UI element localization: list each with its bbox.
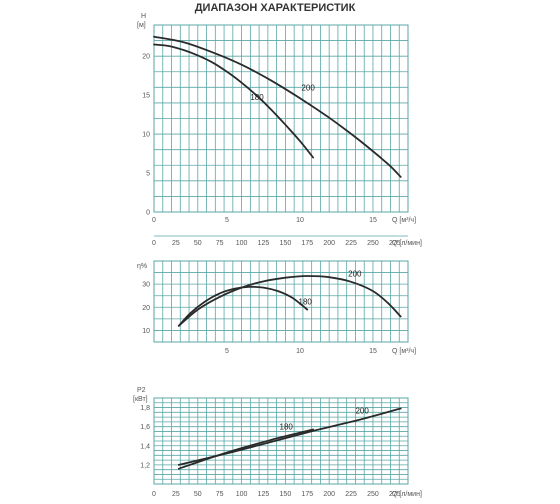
power-y-tick-label: 1,6 bbox=[140, 424, 150, 431]
power-y-tick-labels: 1,2 1,4 1,6 1,8 bbox=[140, 405, 150, 469]
power-curve-200 bbox=[177, 407, 402, 466]
head-y-tick-labels: 0 5 10 15 20 bbox=[142, 54, 150, 217]
power-x-unit: Q [л/мин] bbox=[392, 491, 422, 498]
power-x-tick-label: 275 bbox=[389, 491, 401, 498]
head-x2-unit: Q [л/мин] bbox=[392, 240, 422, 247]
power-x-tick-label: 25 bbox=[172, 491, 180, 498]
efficiency-x-tick-label: 15 bbox=[369, 348, 377, 355]
power-x-tick-label: 0 bbox=[152, 491, 156, 498]
efficiency-y-tick-label: 20 bbox=[142, 305, 150, 312]
head-x2-tick-label: 100 bbox=[236, 240, 248, 247]
head-x2-tick-label: 25 bbox=[172, 240, 180, 247]
head-x2-tick-labels: 0 25 50 75 100 125 150 175 200 225 250 275 bbox=[152, 235, 408, 247]
head-x2-tick-label: 75 bbox=[216, 240, 224, 247]
head-y-tick-label: 0 bbox=[146, 210, 150, 217]
head-x2-tick-label: 175 bbox=[301, 240, 313, 247]
power-x-tick-label: 125 bbox=[258, 491, 270, 498]
head-grid bbox=[153, 24, 409, 213]
efficiency-curves bbox=[177, 275, 402, 327]
head-series-label-200: 200 bbox=[301, 83, 315, 92]
page-title: ДИАПАЗОН ХАРАКТЕРИСТИК bbox=[195, 2, 356, 14]
head-x2-tick-label: 0 bbox=[152, 240, 156, 247]
power-x-tick-label: 225 bbox=[345, 491, 357, 498]
head-x-tick-label: 10 bbox=[296, 217, 304, 224]
efficiency-x-tick-label: 10 bbox=[296, 348, 304, 355]
head-x-unit: Q [м³/ч] bbox=[392, 217, 416, 224]
head-chart: 0 5 10 15 20 0 5 10 15 0 25 50 75 100 125 150 175 200 22… bbox=[137, 13, 422, 247]
efficiency-y-tick-label: 30 bbox=[142, 282, 150, 289]
head-x-tick-label: 0 bbox=[152, 217, 156, 224]
power-series-label-180: 180 bbox=[280, 423, 294, 432]
power-y-tick-label: 1,4 bbox=[140, 443, 150, 450]
head-curves bbox=[153, 35, 402, 178]
head-x2-tick-label: 125 bbox=[258, 240, 270, 247]
efficiency-axis-symbol: η% bbox=[137, 263, 147, 270]
power-series-label-200: 200 bbox=[355, 406, 369, 415]
power-x-tick-label: 75 bbox=[216, 491, 224, 498]
power-curves bbox=[177, 407, 402, 470]
power-x-tick-label: 175 bbox=[301, 491, 313, 498]
head-series-label-180: 180 bbox=[250, 93, 264, 102]
head-x2-tick-label: 150 bbox=[280, 240, 292, 247]
head-y-tick-label: 15 bbox=[142, 93, 150, 100]
power-grid bbox=[153, 397, 409, 485]
head-x2-tick-label: 200 bbox=[323, 240, 335, 247]
head-axis-unit: [м] bbox=[137, 22, 146, 29]
power-y-tick-label: 1,2 bbox=[140, 462, 150, 469]
power-x-tick-label: 250 bbox=[367, 491, 379, 498]
head-x2-tick-label: 275 bbox=[389, 240, 401, 247]
head-curve-200 bbox=[153, 35, 402, 178]
efficiency-x-unit: Q [м³/ч] bbox=[392, 348, 416, 355]
head-series-labels: 180 200 bbox=[250, 83, 315, 101]
head-x-tick-label: 5 bbox=[225, 217, 229, 224]
head-y-tick-label: 10 bbox=[142, 132, 150, 139]
efficiency-x-tick-label: 5 bbox=[225, 348, 229, 355]
power-x-tick-label: 150 bbox=[280, 491, 292, 498]
power-curve-180 bbox=[177, 428, 314, 470]
efficiency-series-labels: 180 200 bbox=[299, 270, 363, 307]
efficiency-y-tick-label: 10 bbox=[142, 328, 150, 335]
efficiency-y-tick-labels: 10 20 30 bbox=[142, 282, 150, 335]
head-y-tick-label: 20 bbox=[142, 54, 150, 61]
power-x-tick-labels: 0 25 50 75 100 125 150 175 200 225 250 275 bbox=[152, 491, 401, 498]
power-x-tick-label: 100 bbox=[236, 491, 248, 498]
head-x2-tick-label: 225 bbox=[345, 240, 357, 247]
power-axis-unit: [кВт] bbox=[133, 396, 148, 403]
head-x-tick-labels: 0 5 10 15 bbox=[152, 217, 377, 224]
power-series-labels: 180 200 bbox=[280, 406, 370, 431]
power-x-tick-label: 50 bbox=[194, 491, 202, 498]
head-x-tick-label: 15 bbox=[369, 217, 377, 224]
power-axis-symbol: P2 bbox=[137, 387, 146, 394]
efficiency-curve-200 bbox=[177, 275, 402, 327]
efficiency-grid bbox=[153, 260, 409, 343]
power-chart: 1,2 1,4 1,6 1,8 0 25 50 75 100 125 150 175 200 225 25… bbox=[133, 387, 422, 498]
efficiency-x-tick-labels: 5 10 15 bbox=[225, 348, 377, 355]
head-curve-180 bbox=[153, 43, 314, 159]
head-y-tick-label: 5 bbox=[146, 171, 150, 178]
power-x-tick-label: 200 bbox=[323, 491, 335, 498]
efficiency-series-label-200: 200 bbox=[348, 270, 362, 279]
efficiency-frame bbox=[153, 260, 409, 343]
power-y-tick-label: 1,8 bbox=[140, 405, 150, 412]
efficiency-chart: 10 20 30 5 10 15 180 200 η% Q [м³/ч] bbox=[137, 260, 416, 355]
head-axis-symbol: H bbox=[141, 13, 146, 20]
head-x2-tick-label: 250 bbox=[367, 240, 379, 247]
efficiency-series-label-180: 180 bbox=[299, 298, 313, 307]
head-x2-tick-label: 50 bbox=[194, 240, 202, 247]
